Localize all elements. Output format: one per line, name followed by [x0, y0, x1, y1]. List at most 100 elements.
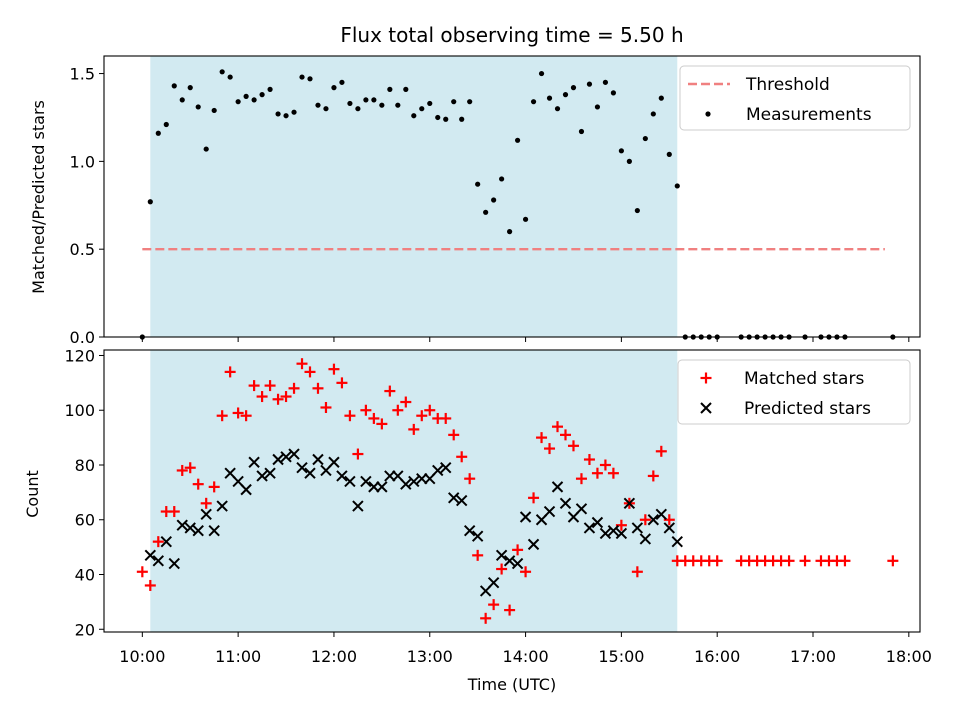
top-legend-label: Threshold — [745, 75, 830, 95]
predicted-star-point — [440, 462, 452, 474]
predicted-star-point — [352, 500, 364, 512]
matched-star-point — [448, 429, 460, 441]
predicted-star-point — [511, 557, 524, 570]
predicted-star-point — [360, 475, 372, 488]
measurement-point — [283, 113, 289, 119]
measurement-point — [674, 183, 680, 189]
measurement-point — [451, 99, 457, 105]
measurement-point — [363, 97, 369, 103]
measurement-point — [642, 135, 648, 142]
predicted-star-point — [519, 511, 532, 523]
predicted-star-point — [144, 549, 157, 562]
matched-star-point — [575, 473, 587, 485]
measurement-point — [475, 181, 481, 187]
predicted-star-point — [663, 522, 675, 534]
measurement-point — [658, 95, 664, 101]
matched-star-point — [352, 448, 364, 460]
predicted-star-point — [575, 503, 588, 515]
measurement-point — [403, 86, 409, 92]
bottom-legend-label: Predicted stars — [744, 399, 871, 419]
measurement-point — [626, 158, 632, 164]
matched-star-point — [360, 404, 372, 416]
matched-star-point — [376, 418, 388, 430]
top-y-axis-label: Matched/Predicted stars — [29, 100, 48, 294]
measurement-point — [411, 113, 417, 119]
matched-star-point — [783, 555, 795, 567]
measurement-point — [171, 83, 177, 89]
measurement-point — [203, 146, 209, 152]
matched-star-point — [711, 555, 723, 567]
matched-star-point — [416, 410, 428, 422]
matched-star-point — [520, 566, 532, 578]
measurement-point — [499, 176, 505, 182]
matched-star-point — [887, 555, 899, 567]
x-tick-label: 13:00 — [407, 647, 453, 666]
measurement-point — [467, 99, 473, 105]
predicted-star-point — [312, 453, 324, 466]
top-panel: 0.0 0.5 1.0 1.5 Threshold Measurements — [70, 55, 921, 347]
matched-star-point — [248, 380, 260, 392]
matched-star-point — [208, 481, 220, 493]
matched-star-point — [336, 377, 348, 389]
measurement-point — [355, 106, 361, 112]
bottom-y-tick-label: 60 — [75, 511, 95, 530]
predicted-star-point — [639, 533, 652, 545]
matched-star-point — [504, 604, 516, 616]
predicted-star-point — [543, 505, 556, 518]
bottom-axes-frame — [103, 349, 921, 633]
predicted-star-point — [471, 530, 484, 542]
x-tick-label: 17:00 — [790, 647, 836, 666]
measurement-point — [483, 209, 489, 215]
x-tick-label: 14:00 — [503, 647, 549, 666]
matched-star-point — [512, 544, 524, 556]
top-y-tick-label: 1.5 — [70, 65, 95, 84]
matched-star-point — [408, 423, 420, 435]
predicted-star-point — [288, 448, 300, 460]
matched-star-point — [528, 492, 540, 504]
measurement-point — [227, 74, 233, 80]
x-axis-label: Time (UTC) — [467, 675, 556, 694]
matched-star-point — [647, 470, 659, 482]
matched-star-point — [607, 467, 619, 479]
matched-star-point — [144, 579, 156, 591]
predicted-star-point — [216, 500, 228, 512]
predicted-star-point — [200, 508, 212, 520]
bottom-y-axis-label: Count — [23, 470, 42, 518]
measurement-point — [275, 111, 281, 117]
predicted-star-point — [487, 577, 500, 589]
measurement-point — [650, 111, 656, 117]
matched-star-point — [192, 478, 204, 490]
predicted-star-point — [280, 451, 292, 463]
x-tick-label: 12:00 — [311, 647, 357, 666]
predicted-star-point — [152, 555, 165, 567]
bottom-legend: Matched stars Predicted stars — [677, 359, 911, 425]
measurement-point — [291, 109, 297, 115]
predicted-star-point — [328, 456, 340, 468]
measurement-point — [538, 70, 545, 77]
measurement-point — [147, 199, 153, 205]
measurement-point — [507, 229, 513, 235]
bottom-legend-label: Matched stars — [744, 369, 864, 389]
predicted-star-point — [304, 467, 316, 479]
matched-star-point — [184, 462, 196, 474]
predicted-star-point — [168, 557, 180, 570]
matched-star-point — [368, 412, 380, 424]
measurement-point — [666, 151, 672, 157]
matched-star-point — [496, 563, 508, 575]
matched-star-point — [400, 396, 412, 408]
legend-measurements-swatch — [705, 111, 711, 117]
matched-star-point — [464, 473, 476, 485]
predicted-star-point — [400, 478, 412, 490]
predicted-star-point — [559, 497, 572, 510]
matched-star-point — [591, 467, 603, 479]
predicted-star-point — [344, 475, 356, 488]
legend-matched-swatch — [700, 372, 712, 384]
matched-star-point — [240, 410, 252, 422]
predicted-star-point — [192, 524, 204, 537]
bottom-y-tick-label: 20 — [75, 620, 95, 639]
matched-star-point — [176, 464, 188, 476]
top-y-tick-label: 0.0 — [70, 328, 95, 347]
measurement-point — [299, 74, 305, 80]
matched-star-point — [312, 382, 324, 394]
predicted-star-point — [176, 519, 188, 531]
